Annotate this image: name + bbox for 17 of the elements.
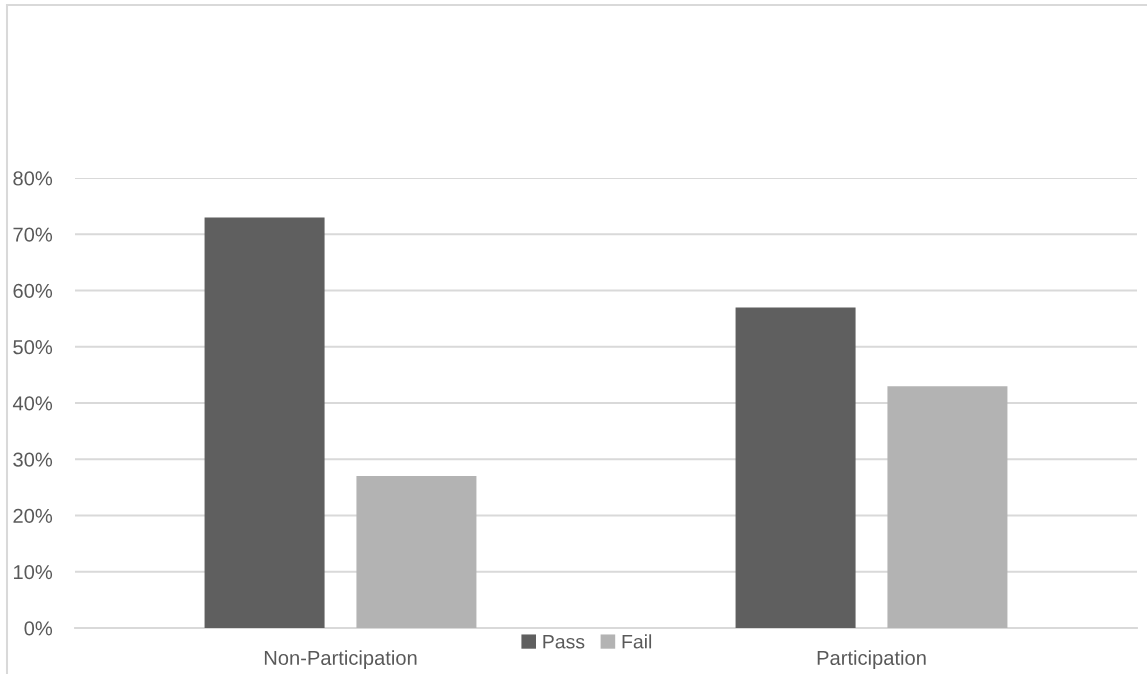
x-tick-label: Non-Participation — [264, 650, 417, 669]
legend-label: Pass — [543, 634, 585, 649]
y-tick-label: 10% — [14, 564, 53, 580]
y-tick-label: 30% — [13, 452, 53, 467]
bar — [887, 386, 1008, 628]
y-tick-label: 60% — [13, 283, 53, 298]
y-tick-label: 0% — [24, 621, 53, 636]
y-tick-label: 40% — [12, 396, 53, 411]
bar — [735, 307, 856, 628]
bar — [204, 217, 325, 628]
y-tick-label: 50% — [13, 339, 53, 355]
legend-label: Fail — [622, 634, 652, 649]
x-tick-label: Participation — [817, 650, 926, 669]
bar — [356, 476, 477, 628]
y-tick-label: 20% — [13, 508, 53, 523]
y-tick-label: 70% — [13, 227, 53, 242]
y-tick-label: 80% — [13, 171, 53, 186]
